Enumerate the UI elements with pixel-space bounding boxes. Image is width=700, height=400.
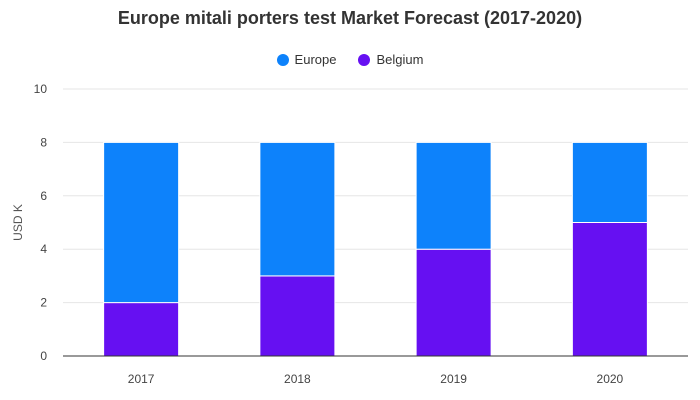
chart-legend: Europe Belgium bbox=[0, 52, 700, 67]
bar-belgium-2020[interactable] bbox=[571, 222, 648, 357]
y-tick-label: 8 bbox=[40, 135, 47, 149]
bar-europe-2017[interactable] bbox=[103, 141, 180, 304]
y-axis-label: USD K bbox=[11, 204, 25, 241]
legend-swatch-belgium bbox=[358, 53, 371, 66]
y-tick-label: 0 bbox=[40, 349, 47, 363]
x-tick-label: 2018 bbox=[284, 372, 311, 386]
y-axis-ticks: 0 2 4 6 8 10 bbox=[34, 82, 48, 363]
x-tick-label: 2020 bbox=[597, 372, 624, 386]
y-tick-label: 4 bbox=[40, 242, 47, 256]
legend-item-belgium[interactable]: Belgium bbox=[358, 52, 423, 67]
legend-label-europe: Europe bbox=[294, 52, 337, 67]
y-tick-label: 2 bbox=[40, 296, 47, 310]
bar-europe-2020[interactable] bbox=[571, 141, 648, 223]
legend-swatch-europe bbox=[276, 53, 289, 66]
bars bbox=[103, 141, 648, 357]
y-tick-label: 10 bbox=[34, 82, 48, 96]
x-axis-ticks: 2017 2018 2019 2020 bbox=[128, 372, 624, 386]
bar-belgium-2018[interactable] bbox=[259, 275, 336, 357]
y-tick-label: 6 bbox=[40, 189, 47, 203]
bar-belgium-2017[interactable] bbox=[103, 302, 180, 357]
legend-item-europe[interactable]: Europe bbox=[276, 52, 337, 67]
bar-europe-2019[interactable] bbox=[415, 141, 492, 250]
bar-europe-2018[interactable] bbox=[259, 141, 336, 277]
chart-title: Europe mitali porters test Market Foreca… bbox=[117, 8, 583, 28]
x-tick-label: 2019 bbox=[440, 372, 467, 386]
x-tick-label: 2017 bbox=[128, 372, 155, 386]
legend-label-belgium: Belgium bbox=[376, 52, 424, 67]
bar-belgium-2019[interactable] bbox=[415, 248, 492, 357]
